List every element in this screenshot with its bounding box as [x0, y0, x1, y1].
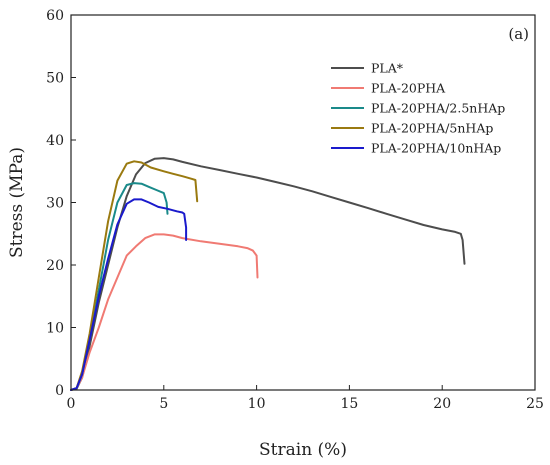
y-tick-label: 50 [46, 71, 64, 87]
legend-label-2: PLA-20PHA [371, 81, 446, 96]
x-tick-label: 20 [433, 396, 451, 412]
legend-label-1: PLA* [371, 61, 404, 76]
x-tick-label: 15 [340, 396, 358, 412]
y-tick-label: 10 [46, 321, 64, 337]
plot-frame [70, 14, 536, 391]
series-line-2 [70, 233, 259, 391]
series-line-5 [70, 198, 188, 391]
plot-lines [70, 157, 466, 391]
x-tick-label: 10 [248, 396, 266, 412]
axis-ticks: 0 5 10 15 20 25 0 10 20 30 40 50 60 [46, 8, 544, 412]
series-line-4 [70, 160, 199, 391]
y-axis-title: Stress (MPa) [7, 147, 27, 258]
y-tick-label: 0 [55, 383, 64, 399]
legend-label-3: PLA-20PHA/2.5nHAp [371, 101, 505, 116]
series-line-1 [70, 157, 466, 391]
legend: PLA* PLA-20PHA PLA-20PHA/2.5nHAp PLA-20PHA/… [331, 61, 505, 156]
legend-label-4: PLA-20PHA/5nHAp [371, 121, 493, 136]
legend-label-5: PLA-20PHA/10nHAp [371, 141, 501, 156]
x-tick-label: 25 [526, 396, 544, 412]
y-tick-label: 20 [46, 258, 64, 274]
x-tick-label: 5 [159, 396, 168, 412]
x-axis-title: Strain (%) [259, 440, 347, 460]
y-tick-label: 60 [46, 8, 64, 24]
y-tick-label: 40 [46, 133, 64, 149]
x-tick-label: 0 [67, 396, 76, 412]
panel-label: (a) [508, 25, 529, 43]
y-tick-label: 30 [46, 196, 64, 212]
